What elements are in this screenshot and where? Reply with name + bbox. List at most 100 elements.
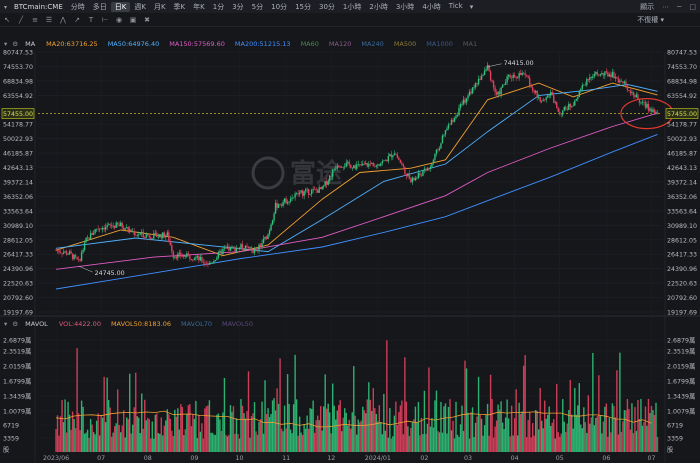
- tab-timeframe[interactable]: 3小時: [395, 2, 415, 11]
- ma-lines: [55, 82, 658, 290]
- volume-bar: [277, 403, 280, 452]
- adjust-mode-select[interactable]: 不復權 ▾: [637, 16, 664, 24]
- candle-body: [559, 111, 561, 114]
- ma-legend-item[interactable]: MA500: [393, 40, 417, 48]
- tab-timeframe[interactable]: 週K: [134, 2, 146, 11]
- price-tick-label: 30989.10: [667, 223, 697, 230]
- volume-bar: [504, 417, 507, 452]
- candle-body: [59, 252, 62, 254]
- candle-body: [440, 143, 442, 149]
- volume-bar: [141, 393, 143, 452]
- volume-bar: [126, 417, 128, 452]
- text-tool-icon[interactable]: T: [88, 16, 94, 24]
- minimize-icon[interactable]: ─: [677, 2, 682, 11]
- candle-body: [312, 188, 314, 190]
- ruler-tool-icon[interactable]: ⊢: [101, 16, 109, 24]
- volume-bar: [623, 410, 626, 452]
- candle-body: [184, 255, 187, 257]
- tab-timeframe[interactable]: 10分: [271, 2, 288, 11]
- ma-legend-item[interactable]: MA200:51215.13: [234, 40, 291, 48]
- candle-body: [280, 204, 283, 206]
- candle-body: [168, 232, 170, 242]
- price-tick-label: 46185.87: [667, 151, 697, 158]
- ma-legend-item[interactable]: MA1: [462, 40, 478, 48]
- candle-body: [193, 258, 196, 261]
- line-tool-icon[interactable]: ╱: [18, 16, 24, 24]
- high-label: 74415.00: [504, 60, 534, 67]
- tab-timeframe[interactable]: 日K: [110, 1, 131, 12]
- candle-body: [362, 163, 364, 166]
- collapse-icon[interactable]: ▾: [4, 320, 8, 328]
- candle-body: [62, 252, 65, 254]
- vol-legend-item[interactable]: MAVOL70: [181, 320, 212, 328]
- eye-icon[interactable]: ◉: [115, 16, 123, 24]
- volume-bar: [85, 432, 87, 452]
- candle-body: [524, 73, 526, 75]
- tab-timeframe[interactable]: 1小時: [342, 2, 362, 11]
- volume-bar: [522, 365, 525, 452]
- tab-timeframe[interactable]: 分時: [70, 2, 85, 11]
- volume-bar: [279, 358, 281, 452]
- tab-timeframe[interactable]: 3分: [232, 2, 244, 11]
- vol-legend-item[interactable]: MAVOL50:8183.06: [110, 320, 172, 328]
- display-button[interactable]: 顯示: [640, 2, 655, 11]
- ma-legend-item[interactable]: MA1000: [426, 40, 453, 48]
- candle-body: [201, 257, 203, 262]
- volume-bar: [136, 416, 138, 452]
- settings-icon[interactable]: ⚙: [12, 320, 19, 328]
- maximize-icon[interactable]: □: [689, 2, 696, 11]
- fib-tool-icon[interactable]: ☰: [45, 16, 53, 24]
- tab-timeframe[interactable]: 30分: [318, 2, 335, 11]
- candle-body: [387, 156, 390, 162]
- candle-body: [127, 227, 129, 231]
- ma-legend-item[interactable]: MA60: [300, 40, 319, 48]
- symbol-selector[interactable]: ▾ BTCmain:CME: [0, 3, 67, 11]
- settings-icon[interactable]: ⚙: [12, 40, 19, 48]
- candle-body: [268, 230, 271, 235]
- tab-timeframe[interactable]: 1分: [212, 2, 225, 11]
- volume-bar: [112, 432, 114, 452]
- volume-bar: [274, 410, 277, 452]
- tab-timeframe[interactable]: 2小時: [369, 2, 388, 11]
- ma-legend-item[interactable]: MA50:64976.40: [107, 40, 160, 48]
- candle-body: [135, 234, 137, 236]
- ma-legend-item[interactable]: MA120: [328, 40, 352, 48]
- trash-icon[interactable]: ✖: [144, 16, 150, 24]
- volume-bar: [495, 420, 498, 452]
- tab-timeframe[interactable]: 季K: [173, 2, 186, 11]
- candle-body: [85, 237, 87, 243]
- candle-body: [644, 102, 647, 108]
- channel-tool-icon[interactable]: ≡: [32, 16, 38, 24]
- dropdown-icon[interactable]: ▾: [469, 2, 474, 11]
- tab-timeframe[interactable]: Tick: [448, 1, 463, 10]
- ma-legend-item[interactable]: MA150:57569.60: [169, 40, 225, 48]
- tab-timeframe[interactable]: 15分: [295, 2, 311, 11]
- candle-body: [363, 163, 365, 165]
- candle-body: [628, 90, 630, 91]
- tab-timeframe[interactable]: 5分: [251, 2, 264, 11]
- tab-timeframe[interactable]: 月K: [153, 2, 166, 11]
- volume-bar: [515, 389, 517, 452]
- collapse-icon[interactable]: ▾: [4, 40, 8, 48]
- vol-legend-item[interactable]: VOL:4422.00: [58, 320, 101, 328]
- lock-icon[interactable]: ▣: [129, 16, 137, 24]
- candle-body: [313, 188, 316, 190]
- tab-timeframe[interactable]: 4小時: [422, 2, 441, 11]
- ray-tool-icon[interactable]: ↗: [74, 16, 80, 24]
- volume-bar: [341, 431, 343, 452]
- tab-timeframe[interactable]: 年K: [193, 2, 205, 11]
- vol-legend-item[interactable]: MAVOL50: [222, 320, 253, 328]
- tab-timeframe[interactable]: 多日: [92, 2, 107, 11]
- volume-bar: [309, 408, 311, 452]
- ma-legend-item[interactable]: MA20:63716.25: [46, 40, 98, 48]
- ma-legend-item[interactable]: MA240: [361, 40, 384, 48]
- more-icon[interactable]: ⋯: [662, 2, 670, 11]
- volume-bar: [127, 419, 129, 452]
- candle-body: [330, 175, 332, 177]
- cursor-icon[interactable]: ↖: [4, 16, 10, 24]
- pattern-tool-icon[interactable]: ⋀: [60, 16, 66, 24]
- volume-tick-label: 2.3519萬: [3, 347, 31, 356]
- candle-body: [550, 92, 552, 96]
- volume-bar: [604, 406, 606, 452]
